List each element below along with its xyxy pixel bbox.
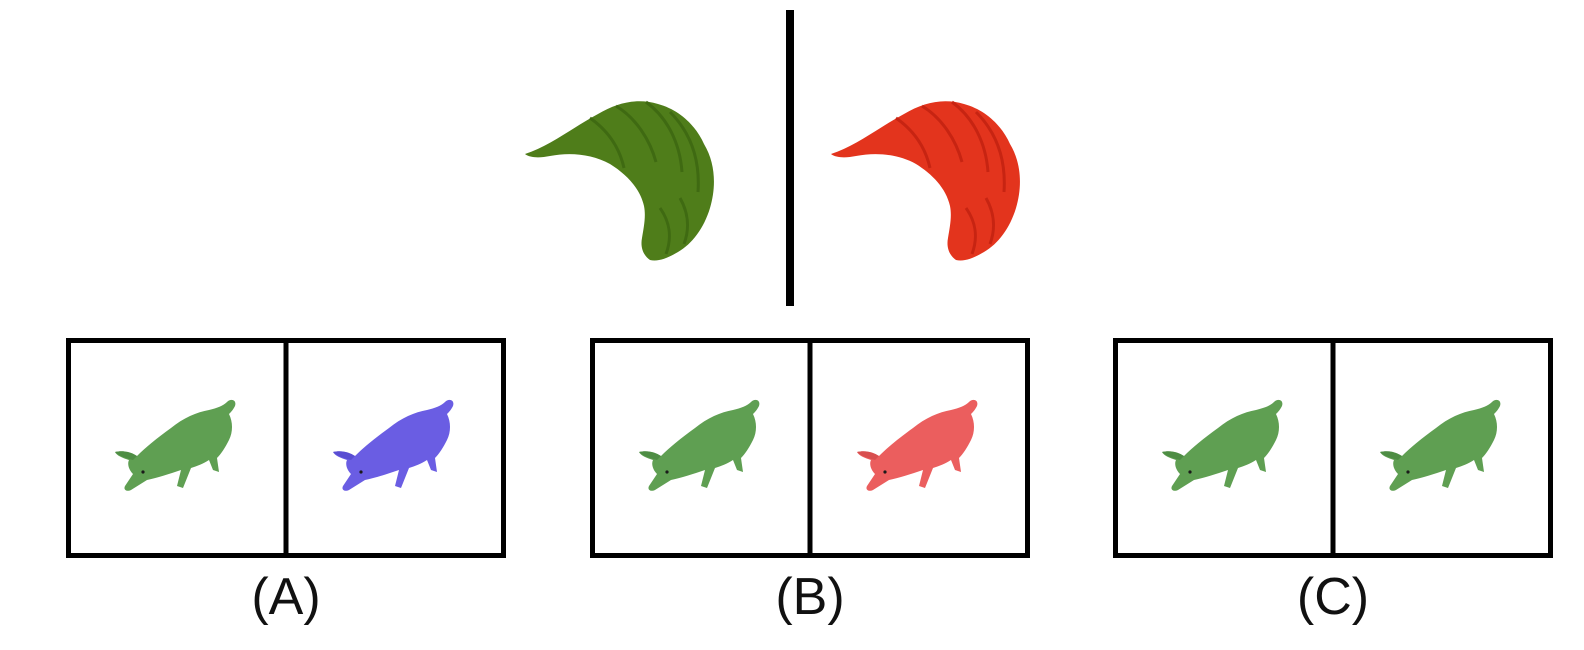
option-b-left-pig <box>637 398 767 503</box>
pig-icon <box>1380 399 1501 491</box>
pig-icon <box>857 399 978 491</box>
option-a-box[interactable] <box>66 338 506 558</box>
croissant-icon <box>525 100 714 261</box>
prompt-croissant-left <box>520 88 730 278</box>
option-divider <box>807 343 813 553</box>
option-c-right-pig <box>1378 398 1508 503</box>
option-a-right-pig <box>331 398 461 503</box>
option-b-right-pig <box>855 398 985 503</box>
pig-icon <box>115 399 236 491</box>
pig-icon <box>1162 399 1283 491</box>
pig-icon <box>333 399 454 491</box>
prompt-divider <box>786 10 794 306</box>
croissant-icon <box>831 100 1020 261</box>
option-b-box[interactable] <box>590 338 1030 558</box>
option-a-left-pig <box>113 398 243 503</box>
pig-icon <box>639 399 760 491</box>
option-a-label: (A) <box>251 568 321 626</box>
option-divider <box>283 343 289 553</box>
option-divider <box>1330 343 1336 553</box>
option-b-label: (B) <box>775 568 845 626</box>
option-c-left-pig <box>1160 398 1290 503</box>
prompt-croissant-right <box>826 88 1036 278</box>
option-c-box[interactable] <box>1113 338 1553 558</box>
option-c-label: (C) <box>1296 568 1370 626</box>
